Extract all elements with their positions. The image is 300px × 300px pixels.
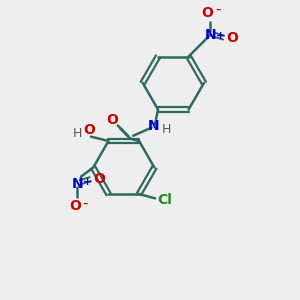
Text: H: H	[161, 123, 171, 136]
Text: -: -	[82, 196, 88, 211]
Text: O: O	[202, 6, 214, 20]
Text: H: H	[73, 127, 83, 140]
Text: -: -	[215, 2, 220, 17]
Text: N: N	[148, 118, 160, 133]
Text: O: O	[84, 123, 95, 137]
Text: O: O	[93, 172, 105, 186]
Text: O: O	[226, 31, 238, 45]
Text: N: N	[71, 176, 83, 190]
Text: +: +	[83, 177, 92, 187]
Text: Cl: Cl	[157, 193, 172, 207]
Text: O: O	[106, 113, 118, 127]
Text: N: N	[205, 28, 217, 42]
Text: +: +	[216, 31, 225, 41]
Text: O: O	[69, 199, 81, 213]
